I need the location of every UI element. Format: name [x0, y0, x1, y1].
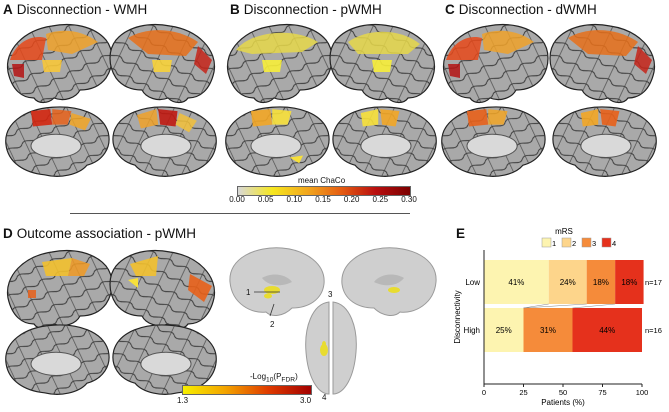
legend-swatch [541, 237, 552, 248]
bar-segment [523, 308, 573, 352]
brain-c-lateral-right [549, 23, 656, 104]
brain-d-lateral-left [6, 249, 113, 330]
brain-c-medial-left [441, 106, 546, 177]
legend-swatch [601, 237, 612, 248]
bar-data-label: 25% [496, 326, 512, 335]
bar-data-label: 24% [560, 278, 576, 287]
brain-d-medial-right [112, 324, 217, 395]
chaco-tick-label: 0.05 [257, 195, 274, 204]
n-label: n=17 [645, 278, 662, 287]
glass-brain-axial [305, 301, 357, 395]
chaco-colorbar [237, 186, 411, 196]
x-tick-label: 25 [519, 388, 527, 397]
legend-label: 3 [592, 239, 596, 248]
chaco-tick-label: 0.15 [315, 195, 331, 204]
bar-data-label: 18% [621, 278, 637, 287]
chaco-tick-label: 0.10 [286, 195, 303, 204]
legend-label: 1 [552, 239, 556, 248]
brain-c-lateral-left [442, 23, 549, 104]
category-label: Low [465, 278, 480, 287]
pfdr-min: 1.3 [177, 396, 189, 405]
brain-b-medial-left [225, 106, 330, 177]
legend-swatch [561, 237, 572, 248]
category-label: High [464, 326, 480, 335]
x-axis-label: Patients (%) [541, 398, 585, 407]
mrs-stacked-bar-chart: mRS 1 2 3 4 41% 24% 18% 18% Low n=17 25% 31% 44% High n… [454, 227, 662, 407]
bar-data-label: 41% [508, 278, 524, 287]
x-tick-label: 0 [482, 388, 486, 397]
glass-label-2: 2 [270, 320, 275, 329]
brain-a-lateral-left [6, 23, 113, 104]
glass-label-1: 1 [246, 288, 251, 297]
panel-c-title: C Disconnection - dWMH [445, 2, 597, 17]
glass-label-4: 4 [322, 393, 327, 402]
bar-segment [615, 260, 644, 304]
brain-a-lateral-right [109, 23, 216, 104]
glass-label-leaders [254, 291, 280, 317]
bar-data-label: 18% [593, 278, 609, 287]
chaco-colorbar-label: mean ChaCo [298, 176, 346, 185]
brain-a-medial-left [5, 106, 110, 177]
chaco-tick-label: 0.00 [229, 195, 245, 204]
brain-b-lateral-right [329, 23, 436, 104]
chaco-tick-label: 0.30 [401, 195, 417, 204]
brain-d-medial-left [5, 324, 110, 395]
connector-line [523, 303, 587, 309]
panel-b-title: B Disconnection - pWMH [230, 2, 382, 17]
panel-divider [70, 213, 410, 214]
brain-d-lateral-right [109, 249, 216, 330]
bar-segment [484, 308, 524, 352]
panel-a-title: A Disconnection - WMH [3, 2, 148, 17]
bar-segment [548, 260, 587, 304]
glass-brain-sagittal-right [341, 247, 437, 316]
legend-swatch [581, 237, 592, 248]
chaco-tick-label: 0.20 [343, 195, 360, 204]
glass-label-3: 3 [328, 290, 333, 299]
legend-label: 4 [612, 239, 616, 248]
chaco-colorbar-ticks: 0.00 0.05 0.10 0.15 0.20 0.25 0.30 [229, 195, 417, 207]
legend-label: 2 [572, 239, 576, 248]
pfdr-colorbar [182, 385, 312, 395]
panel-e-letter: E [456, 226, 466, 241]
bar-segment [572, 308, 642, 352]
x-tick-label: 50 [559, 388, 567, 397]
glass-brain-sagittal [229, 247, 325, 316]
legend-title: mRS [555, 227, 573, 236]
brain-c-medial-right [552, 106, 657, 177]
pfdr-colorbar-label: -Log10(PFDR) [250, 372, 298, 384]
connector-line [572, 303, 616, 309]
bar-segment [586, 260, 616, 304]
brain-b-medial-right [332, 106, 437, 177]
bar-data-label: 31% [540, 326, 556, 335]
n-label: n=16 [645, 326, 662, 335]
panel-d-title: D Outcome association - pWMH [3, 226, 197, 241]
brain-b-lateral-left [226, 23, 333, 104]
connector-line [523, 303, 549, 309]
brain-a-medial-right [112, 106, 217, 177]
x-tick-label: 100 [636, 388, 649, 397]
bar-data-label: 44% [599, 326, 615, 335]
y-axis-label: Disconnectivity [454, 290, 462, 343]
bar-segment [484, 260, 549, 304]
x-tick-label: 75 [598, 388, 606, 397]
pfdr-max: 3.0 [300, 396, 312, 405]
chaco-tick-label: 0.25 [372, 195, 389, 204]
